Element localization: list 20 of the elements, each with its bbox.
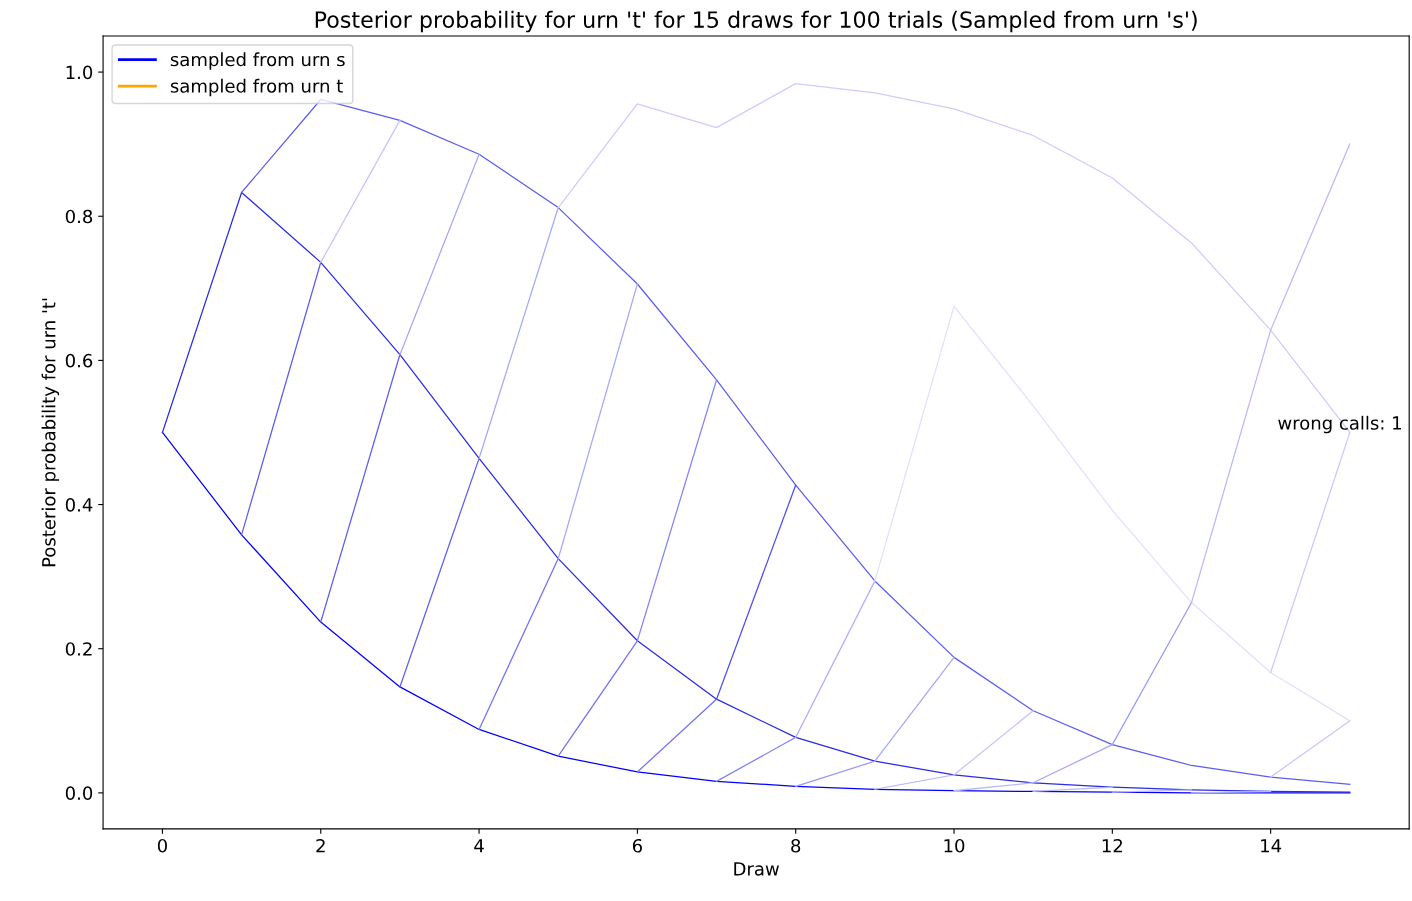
- legend-label: sampled from urn t: [170, 78, 343, 97]
- y-tick-label: 0.0: [65, 786, 93, 800]
- x-tick-label: 4: [474, 839, 484, 853]
- legend-label: sampled from urn s: [170, 52, 345, 70]
- x-tick-label: 12: [1102, 838, 1123, 853]
- x-tick-label: 8: [791, 838, 801, 853]
- y-tick-label: 0.2: [65, 642, 92, 656]
- x-tick-label: 0: [157, 838, 167, 853]
- y-axis-title: Posterior probability for urn 't': [41, 298, 60, 567]
- y-tick-label: 0.8: [65, 209, 93, 224]
- y-tick-label: 1.0: [66, 65, 93, 80]
- x-tick-label: 6: [632, 838, 642, 853]
- annotation: wrong calls: 1: [1278, 415, 1401, 434]
- x-tick-label: 14: [1261, 839, 1282, 853]
- y-tick-label: 0.4: [65, 498, 93, 512]
- y-tick-label: 0.6: [65, 353, 93, 368]
- x-tick-label: 10: [944, 838, 965, 853]
- x-axis-title: Draw: [734, 862, 779, 876]
- chart-title: Posterior probability for urn 't' for 15 draws for 100 trials (Sampled from urn 's'): [315, 10, 1197, 33]
- x-tick-label: 2: [316, 838, 325, 853]
